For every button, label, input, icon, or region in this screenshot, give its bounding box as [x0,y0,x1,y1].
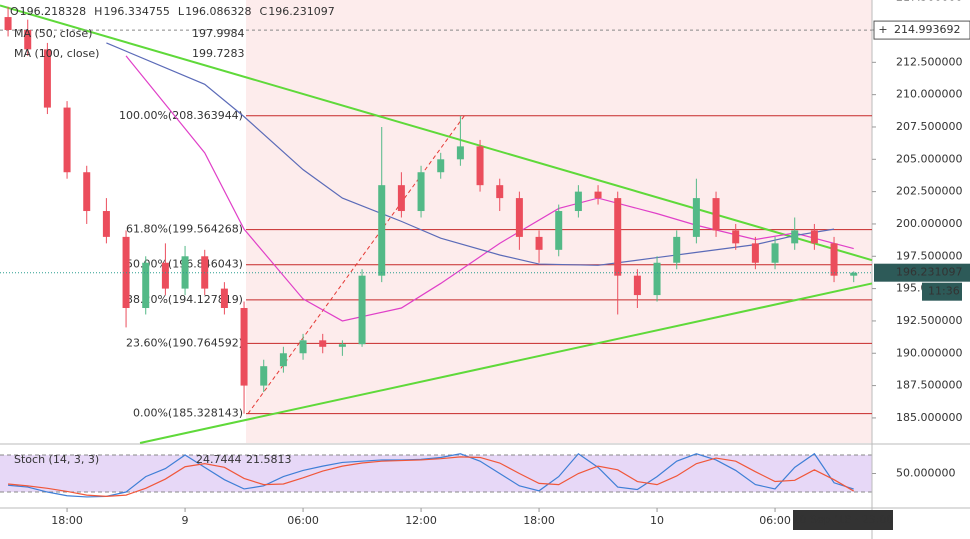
candle-body [417,172,425,212]
candle-body [161,262,169,289]
candle-body [24,29,32,50]
candle-body [279,353,287,367]
y-tick-label: 202.500000 [896,185,962,198]
header-value: 196.218328 [20,5,86,18]
fib-label: 23.60%(190.764592) [126,336,243,349]
y-tick-label: 210.000000 [896,88,962,101]
ma-value: 197.9984 [192,27,245,40]
candle-body [732,230,740,244]
trend-line [139,282,873,444]
header-value: 196.086328 [185,5,251,18]
candle-body [555,211,563,250]
y-tick-label: 217.500000 [896,0,962,4]
y-tick-label: 190.000000 [896,346,962,359]
stoch-value: 24.7444 [196,453,242,466]
candle-body [673,236,681,263]
fib-label: 100.00%(208.363944) [119,109,243,122]
x-tick-label: 18:00 [51,514,83,527]
x-tick-label: 06:00 [759,514,791,527]
header-key: H [94,5,102,18]
candle-body [456,146,464,160]
x-tick-label: 06:00 [287,514,319,527]
fib-label: 38.20%(194.127819) [126,293,243,306]
candle-body [830,243,838,276]
countdown-badge [922,282,962,301]
candle-body [850,272,858,276]
candle-body [496,185,504,199]
last-price-label: 196.231097 [896,266,962,279]
stoch-line [8,456,855,497]
candle-body [338,344,346,347]
candle-body [181,256,189,289]
trend-line [0,4,873,262]
header-key: L [178,5,185,18]
header-value: 196.334755 [103,5,169,18]
candle-body [102,211,110,237]
candle-body [43,49,51,108]
header-key: C [260,5,268,18]
candle-body [515,198,523,237]
stoch-value: 21.5813 [246,453,292,466]
x-tick-label: 12:00 [405,514,437,527]
y-tick-label: 185.000000 [896,411,962,424]
candle-body [751,243,759,263]
countdown-label: 11:36 [928,285,960,298]
stoch-name: Stoch (14, 3, 3) [14,453,99,466]
candle-body [397,185,405,212]
y-tick-label: 192.500000 [896,314,962,327]
candle-body [633,275,641,296]
stoch-band [0,455,872,493]
header-value: 196.231097 [268,5,334,18]
y-tick-label: 212.500000 [896,55,962,68]
header-key: O [10,5,19,18]
candle-body [240,308,248,386]
time-badge-label: 10 Sep '18 · 23:00 [793,513,894,526]
x-tick-label: 18:00 [523,514,555,527]
ma-name: MA (50, close) [14,27,92,40]
trend-line [247,115,465,414]
candle-body [83,172,91,212]
candle-body [476,146,484,186]
candle-body [574,191,582,212]
candle-body [653,262,661,296]
fib-label: 61.80%(199.564268) [126,223,243,236]
candle-body [142,262,150,309]
candle-body [594,191,602,199]
candle-body [4,17,12,30]
candle-body [260,366,268,386]
x-tick-label: 9 [182,514,189,527]
candle-body [299,340,307,354]
candle-body [791,230,799,244]
time-badge [793,510,893,530]
ma-name: MA (100, close) [14,47,99,60]
crosshair-plus: + [878,23,887,36]
ma-value: 199.7283 [192,47,245,60]
crosshair-label: 214.993692 [894,23,960,36]
candle-body [810,230,818,244]
y-tick-label: 50.000000 [896,467,956,480]
y-tick-label: 207.500000 [896,120,962,133]
y-tick-label: 197.500000 [896,249,962,262]
y-tick-label: 200.000000 [896,217,962,230]
y-tick-label: 187.500000 [896,379,962,392]
candle-body [692,198,700,237]
candle-body [63,107,71,173]
candle-body [712,198,720,231]
x-tick-label: 10 [650,514,664,527]
crosshair-badge [873,20,970,40]
candle-body [358,275,366,345]
fib-label: 0.00%(185.328143) [133,407,243,420]
candle-body [535,236,543,250]
y-tick-label: 205.000000 [896,152,962,165]
candle-body [378,185,386,276]
last-price-badge [874,263,970,282]
candle-body [437,159,445,173]
candle-body [614,198,622,276]
candle-body [771,243,779,263]
candle-body [319,340,327,347]
candle-body [220,288,228,309]
